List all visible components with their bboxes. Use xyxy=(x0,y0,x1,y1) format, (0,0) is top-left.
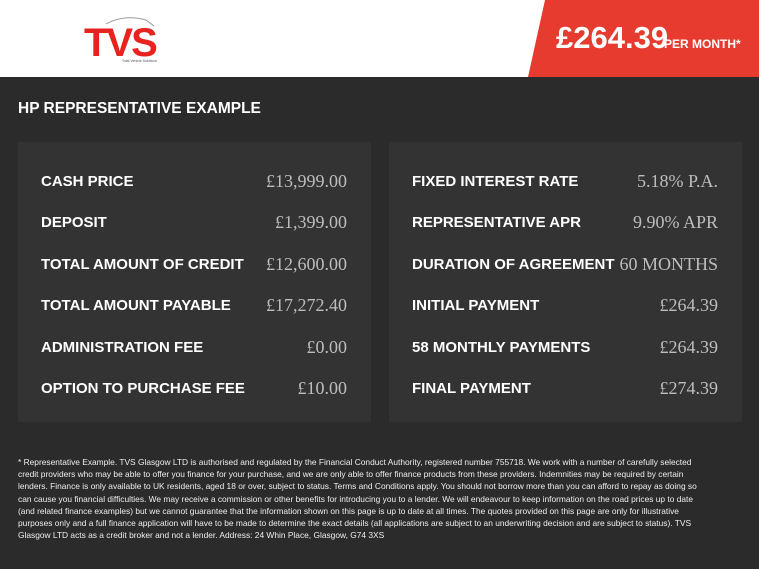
svg-text:TVS: TVS xyxy=(84,21,157,64)
value: 60 MONTHS xyxy=(619,253,718,274)
value: £10.00 xyxy=(297,377,348,398)
value: £0.00 xyxy=(306,336,348,357)
label: 58 MONTHLY PAYMENTS xyxy=(412,338,591,356)
row-total-payable: TOTAL AMOUNT PAYABLE £17,272.40 xyxy=(41,293,347,317)
tvs-logo[interactable]: TVS Total Vehicle Solutions xyxy=(84,14,170,64)
row-admin-fee: ADMINISTRATION FEE £0.00 xyxy=(41,335,347,359)
svg-text:Total Vehicle Solutions: Total Vehicle Solutions xyxy=(122,59,157,63)
label: INITIAL PAYMENT xyxy=(412,296,540,314)
value: £264.39 xyxy=(659,294,719,315)
label: DURATION OF AGREEMENT xyxy=(412,255,615,273)
row-monthly-payments: 58 MONTHLY PAYMENTS £264.39 xyxy=(412,335,718,359)
page-title: HP REPRESENTATIVE EXAMPLE xyxy=(18,100,261,117)
label: FIXED INTEREST RATE xyxy=(412,172,579,190)
label: ADMINISTRATION FEE xyxy=(41,338,204,356)
monthly-price: £264.39 xyxy=(556,20,669,55)
row-initial-payment: INITIAL PAYMENT £264.39 xyxy=(412,293,718,317)
label: TOTAL AMOUNT OF CREDIT xyxy=(41,255,244,273)
finance-panel-right: FIXED INTEREST RATE 5.18% P.A. REPRESENTA… xyxy=(389,142,742,422)
finance-panel-left: CASH PRICE £13,999.00 DEPOSIT £1,399.00 TO… xyxy=(18,142,371,422)
value: 9.90% APR xyxy=(632,211,718,232)
per-month-label: PER MONTH* xyxy=(664,37,741,51)
row-apr: REPRESENTATIVE APR 9.90% APR xyxy=(412,210,718,234)
row-final-payment: FINAL PAYMENT £274.39 xyxy=(412,376,718,400)
row-interest-rate: FIXED INTEREST RATE 5.18% P.A. xyxy=(412,169,718,193)
label: CASH PRICE xyxy=(41,172,134,190)
label: OPTION TO PURCHASE FEE xyxy=(41,379,245,397)
row-deposit: DEPOSIT £1,399.00 xyxy=(41,210,347,234)
value: £274.39 xyxy=(659,377,719,398)
row-duration: DURATION OF AGREEMENT 60 MONTHS xyxy=(412,252,718,276)
disclaimer-text: * Representative Example. TVS Glasgow LT… xyxy=(18,457,697,541)
header: TVS Total Vehicle Solutions £264.39 PER … xyxy=(0,0,759,77)
label: TOTAL AMOUNT PAYABLE xyxy=(41,296,231,314)
label: REPRESENTATIVE APR xyxy=(412,213,581,231)
row-total-credit: TOTAL AMOUNT OF CREDIT £12,600.00 xyxy=(41,252,347,276)
value: £17,272.40 xyxy=(266,294,347,315)
label: DEPOSIT xyxy=(41,213,107,231)
value: 5.18% P.A. xyxy=(636,170,718,191)
value: £12,600.00 xyxy=(266,253,347,274)
price-banner xyxy=(528,0,759,77)
value: £13,999.00 xyxy=(266,170,347,191)
label: FINAL PAYMENT xyxy=(412,379,531,397)
row-cash-price: CASH PRICE £13,999.00 xyxy=(41,169,347,193)
row-purchase-fee: OPTION TO PURCHASE FEE £10.00 xyxy=(41,376,347,400)
value: £1,399.00 xyxy=(275,211,347,232)
value: £264.39 xyxy=(659,336,719,357)
